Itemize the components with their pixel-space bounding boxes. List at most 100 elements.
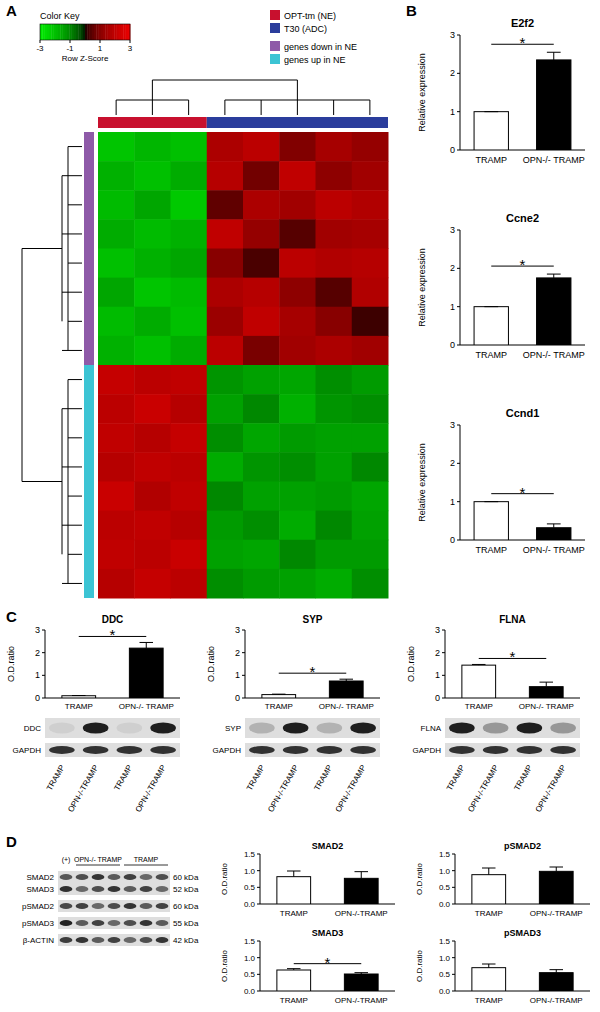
blot-band bbox=[124, 874, 137, 880]
y-tick-label: 3 bbox=[35, 625, 40, 635]
blot-lane-label: (+) bbox=[62, 856, 71, 864]
y-tick bbox=[457, 230, 460, 231]
heatmap-cell bbox=[98, 249, 135, 279]
y-tick-label: 1 bbox=[235, 670, 240, 680]
heatmap-cell bbox=[279, 161, 316, 191]
blot-strip bbox=[58, 900, 170, 912]
heatmap-cell bbox=[316, 452, 353, 482]
error-bar bbox=[482, 964, 496, 968]
blot-band bbox=[317, 722, 343, 733]
heatmap-cell bbox=[279, 190, 316, 220]
chart-title: E2f2 bbox=[511, 17, 534, 29]
blot-band bbox=[150, 746, 176, 754]
blot-band bbox=[283, 746, 309, 754]
y-tick bbox=[457, 540, 460, 541]
y-axis bbox=[245, 630, 246, 698]
heatmap-cell bbox=[316, 336, 353, 366]
heatmap-cell bbox=[134, 452, 171, 482]
heatmap-cell bbox=[352, 307, 389, 337]
heatmap-cell bbox=[243, 161, 280, 191]
y-tick-label: 3 bbox=[435, 625, 440, 635]
chart-title: pSMAD3 bbox=[504, 928, 541, 938]
y-tick bbox=[257, 854, 260, 855]
y-tick-label: 1.0 bbox=[244, 954, 256, 963]
heatmap-cell bbox=[134, 423, 171, 453]
heatmap-cell bbox=[352, 249, 389, 279]
heatmap-cell bbox=[352, 394, 389, 424]
heatmap-cell bbox=[279, 511, 316, 541]
heatmap-cell bbox=[279, 394, 316, 424]
blot-band bbox=[92, 886, 105, 892]
error-bar bbox=[355, 872, 369, 879]
blot-band bbox=[124, 937, 137, 943]
blot-band bbox=[350, 722, 376, 733]
blot-band bbox=[92, 874, 105, 880]
blot-band bbox=[76, 920, 89, 926]
bar bbox=[462, 665, 496, 698]
legend-entry: OPT-tm (NE) bbox=[284, 11, 336, 21]
y-tick bbox=[442, 652, 445, 653]
heatmap-cell bbox=[352, 511, 389, 541]
x-tick-label: TRAMP bbox=[280, 996, 308, 1005]
heatmap-cell bbox=[243, 278, 280, 308]
blot-band bbox=[60, 937, 73, 943]
bar bbox=[529, 687, 563, 698]
heatmap-cell bbox=[316, 249, 353, 279]
heatmap-cell bbox=[134, 307, 171, 337]
heatmap-cell bbox=[243, 132, 280, 162]
blot-lane-label: TRAMP bbox=[512, 764, 534, 793]
blot-band bbox=[550, 722, 576, 733]
bar bbox=[539, 871, 573, 904]
row-group-bar bbox=[84, 132, 94, 365]
y-tick bbox=[257, 870, 260, 871]
heatmap-cell bbox=[134, 278, 171, 308]
blot-band bbox=[76, 874, 89, 880]
heatmap-cell bbox=[207, 452, 244, 482]
y-tick-label: 0.5 bbox=[439, 970, 451, 979]
dendrogram bbox=[152, 80, 297, 81]
chart-title: FLNA bbox=[499, 614, 526, 625]
y-tick bbox=[257, 941, 260, 942]
y-tick-label: 1.0 bbox=[244, 867, 256, 876]
blot-kda-label: 42 kDa bbox=[173, 936, 199, 945]
chart-title: SYP bbox=[302, 614, 322, 625]
blot-band bbox=[350, 746, 376, 754]
blot-row-label: SMAD3 bbox=[26, 885, 54, 894]
heatmap-cell bbox=[243, 511, 280, 541]
heatmap-cell bbox=[207, 249, 244, 279]
x-tick-label: OPN-/- TRAMP bbox=[523, 545, 585, 555]
heatmap-cell bbox=[279, 307, 316, 337]
y-tick bbox=[442, 630, 445, 631]
y-tick bbox=[452, 904, 455, 905]
colorbar-title: Color Key bbox=[40, 11, 80, 21]
y-tick-label: 0.0 bbox=[439, 987, 451, 996]
blot-band bbox=[92, 920, 105, 926]
y-tick-label: 2 bbox=[35, 648, 40, 658]
heatmap-cell bbox=[134, 569, 171, 599]
bars bbox=[277, 871, 378, 904]
y-tick-label: 0 bbox=[435, 693, 440, 703]
y-tick bbox=[457, 345, 460, 346]
x-tick-label: TRAMP bbox=[475, 909, 503, 918]
heatmap-cell bbox=[134, 161, 171, 191]
x-tick-label: OPN-/-TRAMP bbox=[335, 996, 388, 1005]
heatmap-cell bbox=[279, 336, 316, 366]
heatmap-cell bbox=[171, 540, 208, 570]
y-tick-label: 2 bbox=[235, 648, 240, 658]
row-group-bar bbox=[84, 365, 94, 598]
y-tick bbox=[242, 652, 245, 653]
x-tick-label: TRAMP bbox=[476, 155, 508, 165]
blot-band bbox=[60, 874, 73, 880]
y-axis-label: Relative expression bbox=[417, 443, 427, 522]
y-tick-label: 1 bbox=[435, 670, 440, 680]
heatmap-cell bbox=[171, 423, 208, 453]
y-tick bbox=[442, 698, 445, 699]
x-tick-label: OPN-/- TRAMP bbox=[523, 155, 585, 165]
error-bar bbox=[287, 969, 301, 970]
blot-lane-label: OPN-/-TRAMP bbox=[134, 764, 168, 814]
blot-band bbox=[60, 920, 73, 926]
lane-group-line bbox=[124, 865, 168, 866]
y-tick bbox=[457, 463, 460, 464]
heatmap-cell bbox=[243, 190, 280, 220]
blot-band bbox=[124, 920, 137, 926]
